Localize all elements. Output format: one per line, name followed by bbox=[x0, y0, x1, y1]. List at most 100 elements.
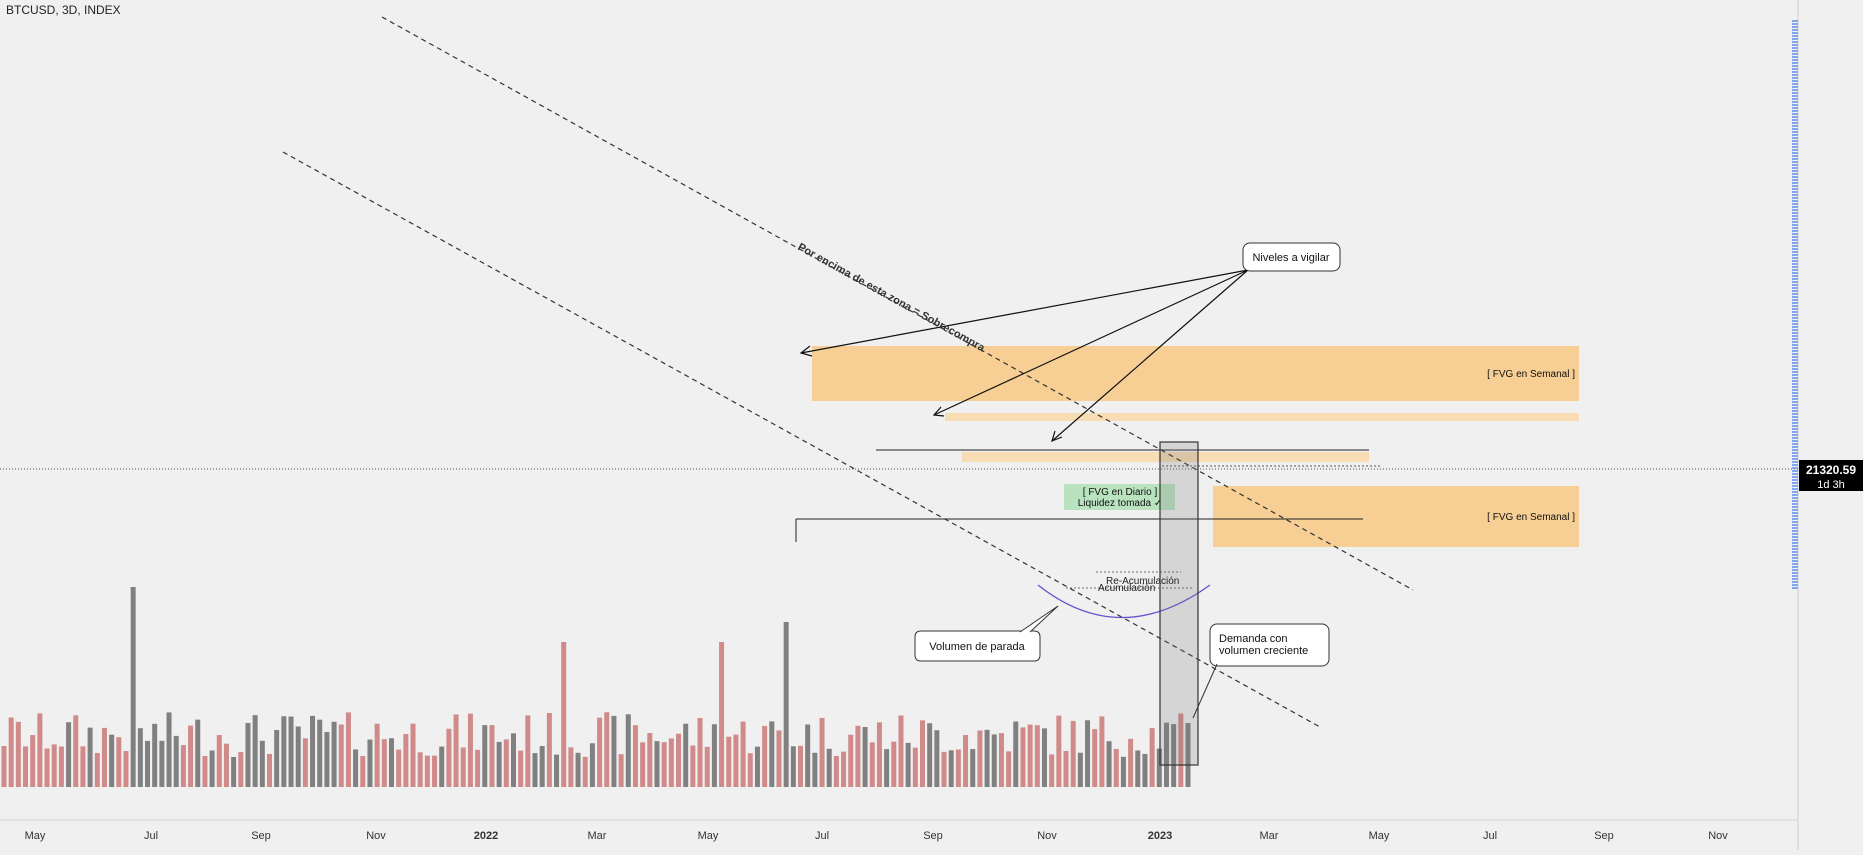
volume-bar bbox=[747, 753, 753, 787]
accumulation-curve[interactable] bbox=[1037, 584, 1211, 619]
volume-bar bbox=[267, 753, 273, 787]
volume-profile-bar bbox=[1792, 239, 1798, 241]
volume-bar bbox=[432, 755, 438, 787]
volume-bar bbox=[1006, 751, 1012, 787]
volume-profile-bar bbox=[1792, 503, 1798, 505]
volume-bar bbox=[891, 741, 897, 787]
volume-bar bbox=[919, 720, 925, 787]
volume-profile-bar bbox=[1792, 482, 1798, 484]
callout-volumen-parada[interactable]: Volumen de parada bbox=[914, 605, 1059, 662]
volume-bar bbox=[604, 712, 610, 787]
volume-profile-bar bbox=[1792, 440, 1798, 442]
volume-bar bbox=[697, 718, 703, 787]
volume-profile-bar bbox=[1792, 587, 1798, 589]
volume-profile-bar bbox=[1792, 398, 1798, 400]
symbol-header[interactable]: BTCUSD, 3D, INDEX bbox=[6, 3, 121, 17]
volume-profile-bar bbox=[1792, 512, 1798, 514]
volume-profile-bar bbox=[1792, 500, 1798, 502]
volume-profile-bar bbox=[1792, 329, 1798, 331]
volume-bar bbox=[726, 736, 732, 787]
fvg-small-zone[interactable] bbox=[962, 452, 1369, 462]
volume-bar bbox=[374, 723, 380, 787]
volume-profile-bar bbox=[1792, 527, 1798, 529]
volume-profile-bar bbox=[1792, 218, 1798, 220]
time-label: 2022 bbox=[474, 830, 498, 842]
volume-bar bbox=[589, 743, 595, 787]
volume-profile-bar bbox=[1792, 113, 1798, 115]
volume-bar bbox=[876, 722, 882, 787]
volume-profile-bar bbox=[1792, 530, 1798, 532]
volume-bar bbox=[704, 746, 710, 787]
volume-profile-bar bbox=[1792, 143, 1798, 145]
volume-profile-bar bbox=[1792, 20, 1798, 22]
volume-profile-bar bbox=[1792, 581, 1798, 583]
callout-niveles[interactable]: Niveles a vigilar bbox=[1242, 242, 1341, 272]
volume-profile-bar bbox=[1792, 554, 1798, 556]
volume-bar bbox=[740, 721, 746, 787]
volume-profile-bar bbox=[1792, 185, 1798, 187]
volume-profile-bar bbox=[1792, 194, 1798, 196]
volume-bar bbox=[597, 717, 603, 787]
volume-profile-bar bbox=[1792, 464, 1798, 466]
fvg-semanal-bottom-zone[interactable] bbox=[1213, 486, 1579, 547]
volume-bar bbox=[955, 749, 961, 787]
volume-profile-bar bbox=[1792, 215, 1798, 217]
fvg-semanal-bottom-label: [ FVG en Semanal ] bbox=[1487, 512, 1575, 523]
volume-profile-bar bbox=[1792, 155, 1798, 157]
volume-bar bbox=[640, 742, 646, 787]
volume-profile-bar bbox=[1792, 200, 1798, 202]
volume-bar bbox=[711, 724, 717, 787]
demand-rectangle[interactable] bbox=[1159, 441, 1199, 766]
time-label: Mar bbox=[588, 830, 607, 842]
volume-profile-bar bbox=[1792, 122, 1798, 124]
volume-bar bbox=[1, 746, 7, 787]
volume-bar bbox=[546, 713, 552, 787]
volume-profile-bar bbox=[1792, 395, 1798, 397]
volume-bar bbox=[568, 747, 574, 787]
volume-bar bbox=[647, 733, 653, 787]
volume-bar bbox=[654, 741, 660, 787]
volume-bar bbox=[302, 738, 308, 787]
volume-profile-bar bbox=[1792, 320, 1798, 322]
fvg-semanal-top-zone[interactable] bbox=[812, 346, 1579, 401]
volume-bar bbox=[338, 724, 344, 787]
volume-bar bbox=[51, 744, 57, 787]
volume-bar bbox=[927, 723, 933, 787]
volume-profile-bar bbox=[1792, 494, 1798, 496]
current-price-text: 21320.59 bbox=[1806, 463, 1856, 477]
volume-bar bbox=[869, 742, 875, 787]
volume-profile-bar bbox=[1792, 44, 1798, 46]
volume-profile-bar bbox=[1792, 344, 1798, 346]
volume-bar bbox=[625, 714, 631, 787]
time-axis[interactable]: May Jul Sep Nov 2022 Mar May Jul Sep Nov 2023 Mar Ma… bbox=[25, 830, 1729, 842]
volume-bar bbox=[360, 756, 366, 787]
volume-profile-bar bbox=[1792, 419, 1798, 421]
channel-upper-line[interactable] bbox=[381, 16, 1414, 591]
volume-profile-bar bbox=[1792, 86, 1798, 88]
volume-bar bbox=[417, 752, 423, 787]
fvg-thin-zone[interactable] bbox=[945, 413, 1579, 421]
volume-profile-bar bbox=[1792, 521, 1798, 523]
volume-bar bbox=[941, 751, 947, 787]
time-label: Nov bbox=[366, 830, 386, 842]
callout-demanda[interactable]: Demanda con volumen creciente bbox=[1192, 623, 1330, 719]
volume-bar bbox=[73, 715, 79, 787]
fvg-diario-zone[interactable] bbox=[1064, 484, 1175, 510]
volume-profile-bar bbox=[1792, 71, 1798, 73]
volume-bar bbox=[776, 730, 782, 787]
acumulacion-label: Acumulación bbox=[1098, 583, 1155, 594]
volume-bar bbox=[1149, 728, 1155, 787]
volume-bar bbox=[963, 735, 969, 787]
volume-bar bbox=[1085, 720, 1091, 787]
volume-profile-bar bbox=[1792, 473, 1798, 475]
volume-bar bbox=[632, 725, 638, 787]
volume-profile-bar bbox=[1792, 578, 1798, 580]
volume-profile-bar bbox=[1792, 257, 1798, 259]
volume-bar bbox=[518, 750, 524, 787]
volume-profile-bar bbox=[1792, 107, 1798, 109]
volume-bar bbox=[1135, 750, 1141, 787]
volume-profile-bar bbox=[1792, 158, 1798, 160]
volume-bar bbox=[848, 734, 854, 787]
